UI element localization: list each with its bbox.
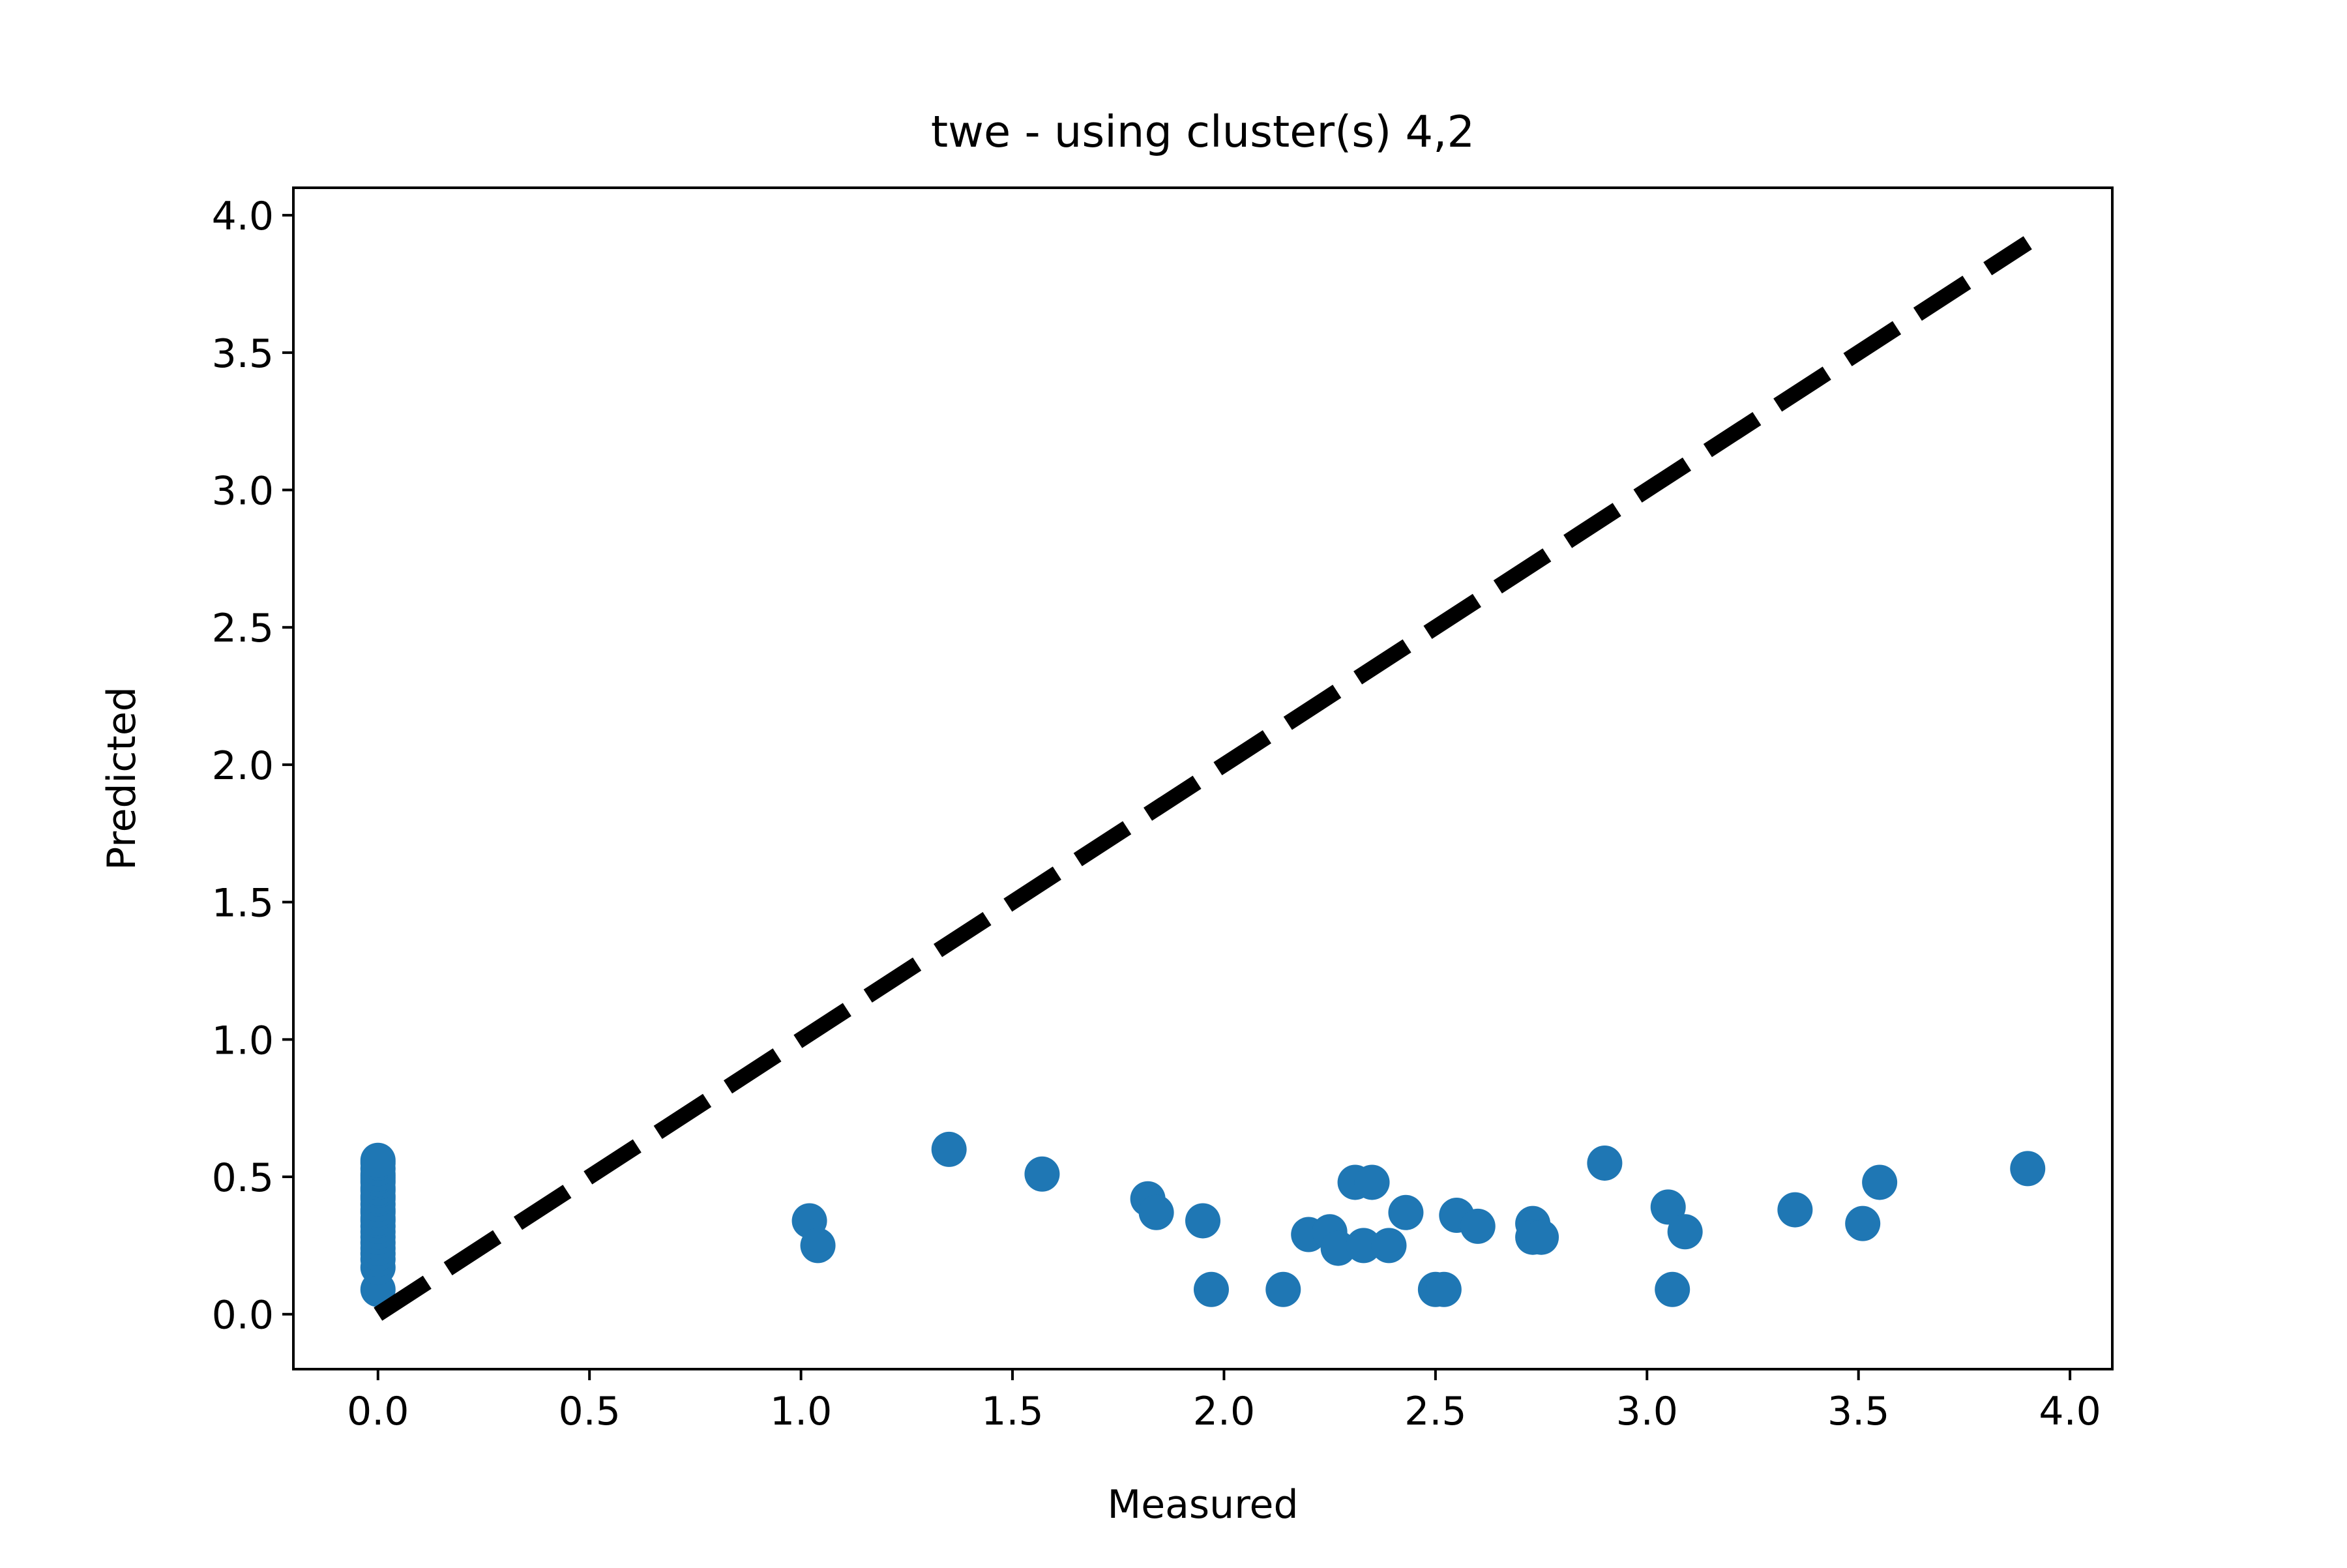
data-point [1388, 1194, 1424, 1230]
data-point [1346, 1228, 1381, 1264]
y-tick-label: 2.5 [212, 606, 274, 651]
data-point [1667, 1214, 1703, 1250]
x-tick-label: 2.0 [1193, 1389, 1255, 1434]
x-axis-ticks: 0.0 0.5 1.0 1.5 2.0 2.5 3.0 3.5 4.0 [347, 1369, 2101, 1434]
data-point [1138, 1194, 1174, 1230]
data-point [1650, 1189, 1686, 1225]
data-point [360, 1142, 396, 1178]
chart-title: twe - using cluster(s) 4,2 [931, 106, 1475, 157]
data-point [931, 1131, 967, 1167]
x-tick-label: 0.0 [347, 1389, 409, 1434]
x-axis-label: Measured [1107, 1482, 1298, 1528]
data-point [1320, 1230, 1356, 1266]
data-point [1265, 1271, 1301, 1307]
data-point [1777, 1192, 1813, 1228]
x-tick-label: 3.0 [1616, 1389, 1678, 1434]
data-point [800, 1228, 836, 1264]
data-point [1524, 1219, 1559, 1255]
data-point [1426, 1271, 1462, 1307]
data-points [360, 1131, 2046, 1307]
data-point [1655, 1271, 1690, 1307]
data-point [1460, 1208, 1496, 1244]
plot-frame [292, 186, 2114, 1370]
y-tick-label: 1.5 [212, 881, 274, 926]
reference-line [374, 236, 2032, 1321]
y-tick-label: 1.0 [212, 1018, 274, 1063]
data-point [1024, 1156, 1060, 1192]
x-tick-label: 4.0 [2039, 1389, 2101, 1434]
x-tick-label: 1.0 [770, 1389, 832, 1434]
data-point [1193, 1271, 1229, 1307]
x-tick-label: 2.5 [1404, 1389, 1466, 1434]
data-point [2010, 1151, 2046, 1187]
data-point [1354, 1164, 1390, 1200]
x-tick-label: 0.5 [558, 1389, 620, 1434]
y-axis-ticks: 0.0 0.5 1.0 1.5 2.0 2.5 3.0 3.5 4.0 [212, 194, 293, 1339]
y-tick-label: 0.5 [212, 1155, 274, 1201]
data-point [1862, 1164, 1898, 1200]
data-point [1371, 1228, 1407, 1264]
y-tick-label: 4.0 [212, 194, 274, 239]
y-tick-label: 3.0 [212, 469, 274, 514]
x-tick-label: 3.5 [1827, 1389, 1889, 1434]
y-tick-label: 0.0 [212, 1293, 274, 1339]
y-axis-label: Predicted [99, 687, 145, 870]
y-tick-label: 2.0 [212, 743, 274, 789]
reference-line-layer [374, 236, 2032, 1321]
data-point [1185, 1203, 1220, 1239]
data-point [1587, 1145, 1623, 1181]
y-tick-label: 3.5 [212, 331, 274, 377]
x-tick-label: 1.5 [981, 1389, 1043, 1434]
data-point [1845, 1206, 1881, 1241]
